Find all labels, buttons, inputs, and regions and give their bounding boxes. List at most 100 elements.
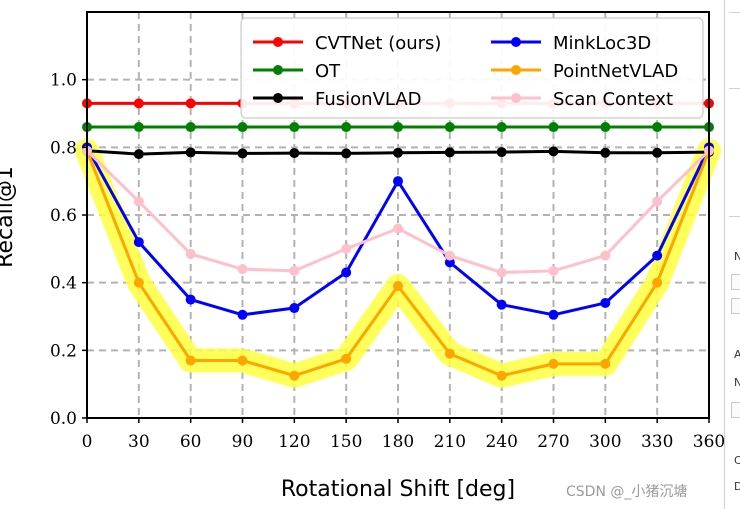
data-point-ot — [444, 122, 455, 133]
legend-label: PointNetVLAD — [553, 61, 678, 82]
data-point-scan-context — [496, 267, 507, 278]
data-point-minkloc3d — [185, 294, 196, 305]
legend-label: CVTNet (ours) — [315, 33, 441, 54]
x-tick-label: 270 — [537, 432, 569, 452]
data-point-pointnetvlad — [548, 358, 559, 369]
side-label: C — [734, 454, 740, 467]
side-field[interactable] — [731, 402, 740, 418]
data-point-pointnetvlad — [393, 281, 403, 292]
data-point-scan-context — [289, 265, 300, 276]
side-divider — [729, 88, 740, 89]
legend-swatch-marker — [273, 93, 283, 103]
data-point-scan-context — [652, 196, 663, 207]
data-point-ot — [237, 122, 248, 133]
legend-entry: MinkLoc3D — [491, 33, 651, 54]
data-point-fusionvlad — [289, 148, 300, 159]
legend-swatch-marker — [273, 65, 283, 75]
data-point-ot — [185, 122, 196, 133]
data-point-fusionvlad — [548, 146, 559, 157]
data-point-fusionvlad — [444, 147, 455, 158]
data-point-pointnetvlad — [496, 370, 507, 381]
x-tick-label: 0 — [82, 432, 93, 452]
x-tick-label: 330 — [641, 432, 673, 452]
legend-label: MinkLoc3D — [553, 33, 651, 54]
data-point-minkloc3d — [133, 237, 144, 248]
data-point-pointnetvlad — [133, 277, 144, 288]
data-point-ot — [393, 122, 403, 133]
y-axis-label: Recall@1 — [0, 166, 18, 268]
legend-entry: Scan Context — [491, 89, 673, 110]
data-point-pointnetvlad — [289, 370, 300, 381]
y-tick-label: 0.4 — [50, 274, 77, 294]
data-point-pointnetvlad — [652, 277, 663, 288]
data-point-pointnetvlad — [341, 353, 352, 364]
legend-swatch-marker — [273, 37, 283, 47]
data-point-fusionvlad — [496, 147, 507, 158]
side-divider — [729, 216, 740, 217]
data-point-fusionvlad — [393, 147, 403, 158]
side-label: N — [734, 250, 740, 263]
side-panel-strip: N A N C D — [724, 0, 740, 509]
x-tick-label: 300 — [589, 432, 621, 452]
legend-entry: OT — [253, 61, 341, 82]
legend-entry: PointNetVLAD — [491, 61, 678, 82]
legend-box — [240, 17, 704, 119]
data-point-pointnetvlad — [185, 355, 196, 366]
y-tick-label: 1.0 — [50, 71, 77, 91]
series-scan-context — [82, 145, 714, 278]
data-point-minkloc3d — [341, 267, 352, 278]
x-axis-label: Rotational Shift [deg] — [281, 477, 515, 502]
legend-entry: FusionVLAD — [253, 89, 422, 110]
x-tick-label: 360 — [693, 432, 724, 452]
axis-ticks: 0 30 60 90 120 150 180 210 240 270 300 330 360 0.0 0.2… — [50, 71, 724, 452]
side-label: D — [734, 480, 740, 493]
y-tick-label: 0.2 — [50, 341, 77, 361]
legend-label: OT — [315, 61, 341, 82]
data-point-ot — [652, 122, 663, 133]
x-tick-label: 150 — [330, 432, 362, 452]
legend: CVTNet (ours) OT FusionVLAD MinkLoc3D PointN… — [240, 17, 704, 119]
side-label: N — [734, 376, 740, 389]
data-point-fusionvlad — [341, 148, 352, 159]
side-field[interactable] — [731, 274, 740, 290]
data-point-ot — [133, 122, 144, 133]
data-point-ot — [600, 122, 611, 133]
data-point-fusionvlad — [600, 147, 611, 158]
data-point-fusionvlad — [652, 147, 663, 158]
legend-swatch-marker — [511, 65, 521, 75]
data-point-minkloc3d — [652, 250, 663, 261]
data-point-minkloc3d — [600, 297, 611, 308]
data-point-scan-context — [548, 265, 559, 276]
legend-label: FusionVLAD — [315, 89, 422, 110]
data-point-cvtnet-ours — [133, 98, 144, 109]
y-tick-label: 0.6 — [50, 206, 77, 226]
data-point-ot — [548, 122, 559, 133]
data-point-cvtnet-ours — [185, 98, 196, 109]
data-point-pointnetvlad — [444, 348, 455, 359]
data-point-scan-context — [600, 250, 611, 261]
series-minkloc3d — [82, 142, 714, 320]
data-point-scan-context — [185, 248, 196, 259]
legend-swatch-marker — [511, 37, 521, 47]
data-point-scan-context — [341, 243, 352, 254]
x-tick-label: 60 — [180, 432, 202, 452]
data-point-minkloc3d — [496, 299, 507, 310]
y-tick-label: 0.0 — [50, 409, 77, 429]
data-point-ot — [341, 122, 352, 133]
data-point-fusionvlad — [185, 147, 196, 158]
data-point-scan-context — [237, 264, 248, 275]
csdn-watermark: CSDN @_小猪沉塘 — [566, 484, 688, 500]
data-point-scan-context — [444, 250, 455, 261]
y-tick-label: 0.8 — [50, 138, 77, 158]
legend-label: Scan Context — [553, 89, 673, 110]
data-point-scan-context — [133, 196, 144, 207]
data-point-ot — [496, 122, 507, 133]
data-point-pointnetvlad — [237, 355, 248, 366]
data-point-pointnetvlad — [600, 358, 611, 369]
data-point-minkloc3d — [289, 303, 300, 314]
side-field[interactable] — [731, 298, 740, 314]
data-point-scan-context — [393, 223, 403, 234]
x-tick-label: 120 — [278, 432, 310, 452]
legend-swatch-marker — [511, 93, 521, 103]
data-point-ot — [289, 122, 300, 133]
